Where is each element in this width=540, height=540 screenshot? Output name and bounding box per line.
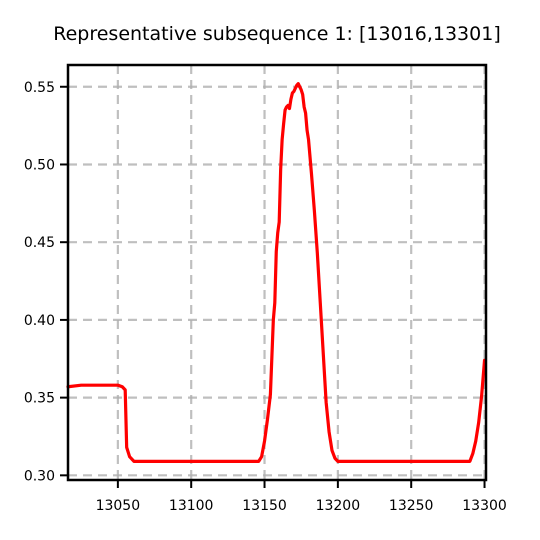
x-tick-label: 13150 [242, 498, 287, 514]
x-tick-label: 13250 [389, 498, 434, 514]
plot-frame [66, 63, 488, 482]
series-line [66, 82, 487, 463]
grid-lines [68, 65, 486, 480]
y-tick-label: 0.45 [24, 235, 55, 251]
x-tick-label: 13300 [462, 498, 507, 514]
x-tick-label: 13050 [96, 498, 141, 514]
y-tick-label: 0.40 [24, 313, 55, 329]
chart-title: Representative subsequence 1: [13016,133… [53, 23, 500, 45]
y-tick-label: 0.50 [24, 157, 55, 173]
axis-ticks: 13050 13100 13150 13200 13250 13300 0.30 0.35 0.… [24, 80, 507, 514]
y-tick-label: 0.55 [24, 80, 55, 96]
x-tick-label: 13200 [316, 498, 361, 514]
x-tick-label: 13100 [169, 498, 214, 514]
y-tick-label: 0.30 [24, 468, 55, 484]
series-layer [66, 82, 487, 463]
y-tick-label: 0.35 [24, 391, 55, 407]
